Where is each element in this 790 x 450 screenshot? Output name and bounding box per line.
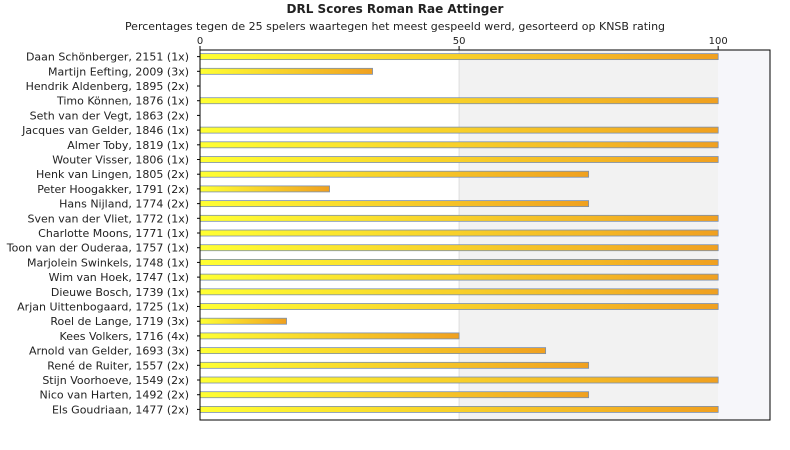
category-label: Hans Nijland, 1774 (2x) bbox=[59, 198, 189, 211]
bar bbox=[199, 67, 373, 75]
bar bbox=[199, 229, 719, 237]
bar bbox=[199, 406, 719, 413]
bar bbox=[199, 376, 719, 384]
bar bbox=[199, 53, 719, 61]
bar bbox=[199, 185, 330, 193]
bar bbox=[199, 273, 719, 281]
category-label: Wim van Hoek, 1747 (1x) bbox=[49, 271, 189, 284]
category-label: René de Ruiter, 1557 (2x) bbox=[47, 359, 189, 372]
category-label: Kees Volkers, 1716 (4x) bbox=[60, 330, 189, 343]
category-label: Arnold van Gelder, 1693 (3x) bbox=[29, 345, 189, 358]
category-label: Stijn Voorhoeve, 1549 (2x) bbox=[42, 374, 189, 387]
background-band-100-plus bbox=[718, 50, 770, 420]
x-tick-label: 100 bbox=[709, 36, 728, 47]
bar bbox=[199, 97, 719, 105]
bar bbox=[199, 391, 590, 399]
category-label: Marjolein Swinkels, 1748 (1x) bbox=[27, 256, 189, 269]
chart-title: DRL Scores Roman Rae Attinger bbox=[286, 2, 504, 16]
category-label: Jacques van Gelder, 1846 (1x) bbox=[21, 124, 189, 137]
bar bbox=[199, 332, 460, 340]
bar bbox=[199, 141, 719, 149]
bar bbox=[199, 259, 719, 266]
bar bbox=[199, 170, 590, 178]
bar bbox=[199, 317, 287, 325]
category-label: Arjan Uittenbogaard, 1725 (1x) bbox=[17, 301, 189, 314]
category-label: Peter Hoogakker, 1791 (2x) bbox=[37, 183, 189, 196]
category-label: Seth van der Vegt, 1863 (2x) bbox=[30, 109, 189, 122]
category-label: Wouter Visser, 1806 (1x) bbox=[52, 154, 189, 167]
category-label: Daan Schönberger, 2151 (1x) bbox=[26, 51, 189, 64]
bar bbox=[199, 156, 719, 163]
category-label: Els Goudriaan, 1477 (2x) bbox=[52, 403, 189, 416]
category-label: Hendrik Aldenberg, 1895 (2x) bbox=[26, 80, 189, 93]
bar bbox=[199, 288, 719, 296]
x-tick-label: 0 bbox=[197, 36, 203, 47]
category-label: Martijn Eefting, 2009 (3x) bbox=[48, 65, 189, 78]
bar bbox=[199, 214, 719, 222]
bar bbox=[199, 347, 547, 355]
chart-subtitle: Percentages tegen de 25 spelers waartege… bbox=[124, 20, 666, 33]
category-label: Charlotte Moons, 1771 (1x) bbox=[38, 227, 189, 240]
category-label: Dieuwe Bosch, 1739 (1x) bbox=[51, 286, 189, 299]
category-label: Toon van der Ouderaa, 1757 (1x) bbox=[6, 242, 189, 255]
bar bbox=[199, 126, 719, 134]
category-label: Henk van Lingen, 1805 (2x) bbox=[36, 168, 189, 181]
bar bbox=[199, 244, 719, 252]
category-label: Nico van Harten, 1492 (2x) bbox=[40, 389, 189, 402]
category-label: Roel de Lange, 1719 (3x) bbox=[50, 315, 189, 328]
category-label: Timo Können, 1876 (1x) bbox=[56, 95, 189, 108]
bar bbox=[199, 361, 590, 369]
bar bbox=[199, 200, 590, 208]
category-label: Sven van der Vliet, 1772 (1x) bbox=[27, 212, 189, 225]
bar bbox=[199, 303, 719, 310]
plot-frame bbox=[199, 49, 771, 421]
x-tick-label: 50 bbox=[453, 36, 466, 47]
category-label: Almer Toby, 1819 (1x) bbox=[67, 139, 189, 152]
